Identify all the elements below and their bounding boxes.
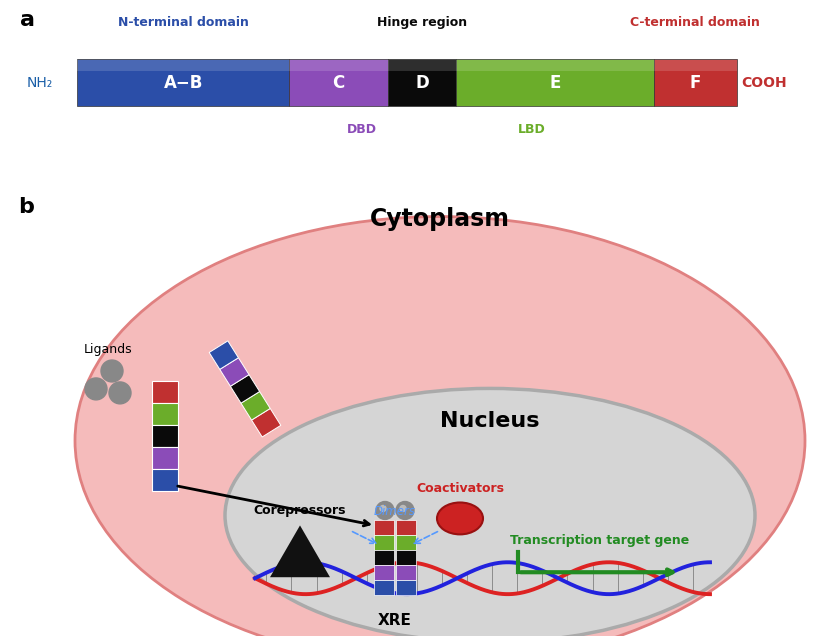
FancyBboxPatch shape [152, 469, 178, 490]
Text: LBD: LBD [519, 123, 546, 136]
Text: Dimers: Dimers [374, 506, 416, 518]
FancyBboxPatch shape [252, 408, 281, 437]
FancyBboxPatch shape [374, 550, 394, 565]
Circle shape [376, 502, 394, 520]
Circle shape [109, 382, 131, 404]
FancyBboxPatch shape [396, 565, 416, 580]
FancyBboxPatch shape [152, 425, 178, 446]
Text: DBD: DBD [347, 123, 377, 136]
Text: NH₂: NH₂ [26, 76, 53, 90]
FancyBboxPatch shape [220, 358, 249, 386]
Circle shape [85, 378, 107, 400]
FancyBboxPatch shape [388, 59, 457, 106]
Text: C: C [333, 74, 345, 92]
FancyBboxPatch shape [290, 59, 388, 106]
Polygon shape [270, 525, 330, 577]
Text: Cytoplasm: Cytoplasm [370, 207, 510, 231]
Text: F: F [689, 74, 701, 92]
FancyBboxPatch shape [209, 341, 239, 370]
FancyBboxPatch shape [230, 375, 260, 403]
FancyBboxPatch shape [241, 392, 270, 420]
Text: Corepressors: Corepressors [254, 504, 346, 518]
Circle shape [380, 506, 386, 511]
Text: Ligands: Ligands [84, 343, 133, 356]
Circle shape [396, 502, 414, 520]
Text: N-terminal domain: N-terminal domain [118, 17, 248, 29]
Text: D: D [415, 74, 429, 92]
FancyBboxPatch shape [396, 550, 416, 565]
Text: E: E [549, 74, 561, 92]
FancyBboxPatch shape [77, 60, 290, 71]
FancyBboxPatch shape [152, 403, 178, 425]
FancyBboxPatch shape [77, 59, 290, 106]
FancyBboxPatch shape [374, 580, 394, 595]
FancyBboxPatch shape [396, 520, 416, 536]
FancyBboxPatch shape [654, 59, 737, 106]
FancyBboxPatch shape [374, 565, 394, 580]
FancyBboxPatch shape [457, 60, 654, 71]
Ellipse shape [75, 216, 805, 636]
Text: A−B: A−B [164, 74, 203, 92]
Text: XRE: XRE [378, 613, 412, 628]
Circle shape [101, 360, 123, 382]
Ellipse shape [437, 502, 483, 534]
FancyBboxPatch shape [654, 60, 737, 71]
Text: b: b [18, 197, 34, 217]
FancyBboxPatch shape [388, 60, 457, 71]
Ellipse shape [225, 389, 755, 636]
FancyBboxPatch shape [290, 60, 388, 71]
FancyBboxPatch shape [457, 59, 654, 106]
Text: Transcription target gene: Transcription target gene [510, 534, 689, 548]
Text: C-terminal domain: C-terminal domain [630, 17, 760, 29]
FancyBboxPatch shape [374, 536, 394, 550]
Text: Hinge region: Hinge region [377, 17, 467, 29]
FancyBboxPatch shape [396, 580, 416, 595]
Text: a: a [20, 10, 35, 30]
Circle shape [400, 506, 406, 511]
FancyBboxPatch shape [396, 536, 416, 550]
FancyBboxPatch shape [374, 520, 394, 536]
Text: COOH: COOH [741, 76, 786, 90]
FancyBboxPatch shape [152, 446, 178, 469]
Text: Nucleus: Nucleus [440, 411, 540, 431]
Text: Coactivators: Coactivators [416, 481, 504, 495]
FancyBboxPatch shape [152, 381, 178, 403]
